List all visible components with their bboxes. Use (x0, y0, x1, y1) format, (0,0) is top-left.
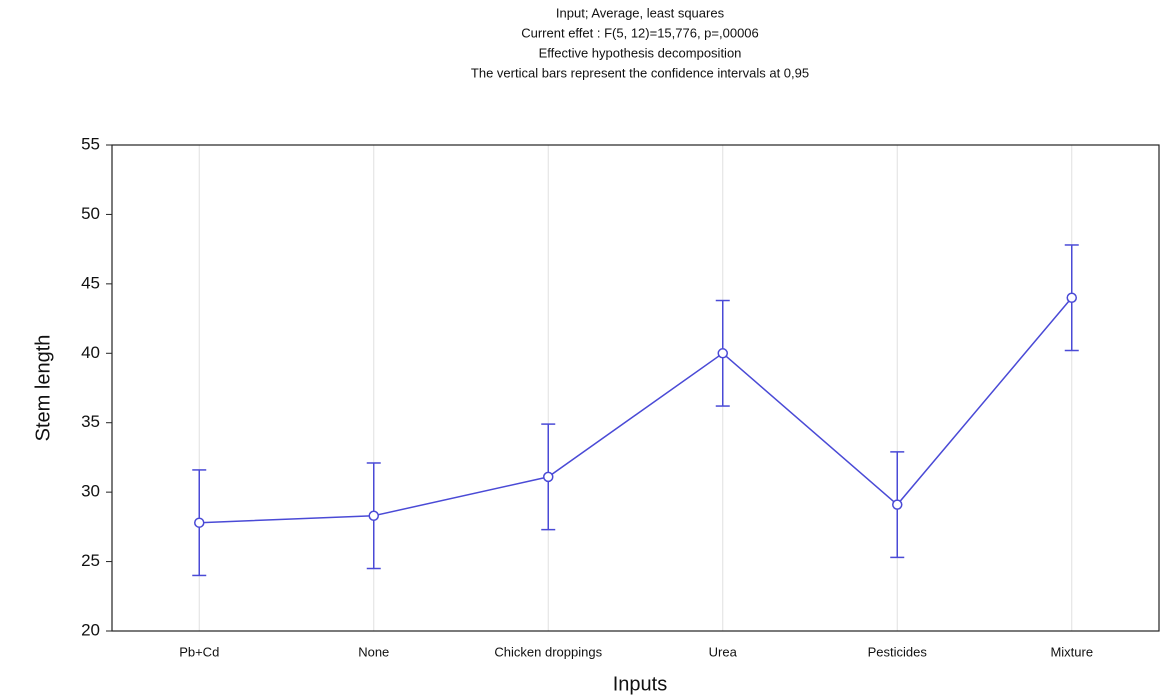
y-tick-label: 45 (81, 273, 100, 292)
chart-subtitle: The vertical bars represent the confiden… (471, 65, 809, 80)
x-axis-label: Inputs (613, 673, 667, 695)
y-tick-label: 40 (81, 343, 100, 362)
point (892, 499, 903, 510)
point (1066, 292, 1077, 303)
y-tick-label: 25 (81, 551, 100, 570)
chart-title: Input; Average, least squares (556, 5, 725, 20)
chart-subtitle: Effective hypothesis decomposition (539, 45, 742, 60)
point (368, 510, 379, 521)
x-tick-label: Urea (709, 644, 738, 659)
x-tick-label: Chicken droppings (494, 644, 602, 659)
y-tick-label: 50 (81, 204, 100, 223)
y-tick-label: 30 (81, 482, 100, 501)
y-axis-label: Stem length (32, 335, 54, 442)
x-tick-label: Mixture (1050, 644, 1093, 659)
x-tick-label: Pb+Cd (179, 644, 219, 659)
y-tick-label: 55 (81, 134, 100, 153)
plot-frame (111, 144, 1160, 632)
line (199, 297, 1073, 524)
y-tick-label: 20 (81, 620, 100, 639)
point (543, 471, 554, 483)
x-tick-label: Pesticides (868, 644, 928, 659)
point (194, 517, 205, 528)
y-tick-label: 35 (81, 412, 100, 431)
x-tick-label: None (358, 644, 389, 659)
chart-subtitle: Current effet : F(5, 12)=15,776, p=,0000… (521, 25, 759, 40)
point (717, 348, 728, 359)
